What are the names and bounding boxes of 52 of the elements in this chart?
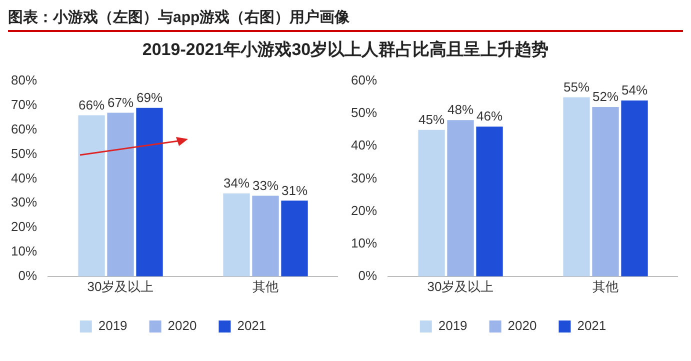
legend-label: 2021 — [237, 318, 266, 334]
y-tick-label: 80% — [10, 72, 38, 88]
data-label: 48% — [448, 102, 474, 118]
chart-subtitle: 2019-2021年小游戏30岁以上人群占比高且呈上升趋势 — [141, 39, 550, 61]
data-label: 54% — [621, 82, 648, 98]
y-tick-label: 60% — [10, 121, 38, 136]
legend-label: 2019 — [98, 318, 128, 334]
data-label: 69% — [136, 90, 163, 105]
bar — [592, 107, 619, 276]
data-label: 31% — [281, 182, 308, 198]
y-tick-label: 10% — [350, 235, 378, 250]
legend-label: 2020 — [508, 318, 537, 334]
data-label: 55% — [563, 79, 590, 94]
data-label: 52% — [592, 89, 619, 104]
x-tick-label: 30岁及以上 — [427, 278, 494, 294]
legend-label: 2021 — [577, 318, 606, 334]
bar — [447, 120, 474, 276]
bar — [418, 130, 445, 276]
y-tick-label: 30% — [10, 194, 38, 210]
bar — [78, 115, 105, 276]
data-label: 45% — [418, 112, 445, 127]
x-tick-label: 30岁及以上 — [87, 278, 154, 294]
y-tick-label: 0% — [358, 268, 378, 283]
y-tick-label: 40% — [350, 138, 378, 153]
y-tick-label: 60% — [350, 72, 378, 88]
x-tick-label: 其他 — [592, 278, 619, 294]
data-label: 33% — [252, 178, 279, 193]
y-tick-label: 50% — [10, 146, 38, 161]
y-tick-label: 40% — [10, 170, 38, 186]
y-tick-label: 70% — [10, 97, 38, 112]
x-tick-label: 其他 — [252, 278, 279, 294]
bar — [621, 100, 648, 276]
legend-label: 2020 — [168, 318, 197, 334]
y-tick-label: 20% — [10, 219, 38, 234]
y-tick-label: 50% — [350, 105, 378, 120]
data-label: 46% — [476, 108, 503, 124]
legend-label: 2019 — [438, 318, 468, 334]
bar — [223, 193, 250, 276]
bar — [252, 196, 279, 276]
y-tick-label: 30% — [350, 170, 378, 186]
y-tick-label: 20% — [350, 202, 378, 218]
y-tick-label: 10% — [10, 244, 38, 259]
y-tick-label: 0% — [18, 268, 38, 283]
chart-title: 图表：小游戏（左图）与app游戏（右图）用户画像 — [8, 8, 683, 32]
bar — [476, 126, 503, 276]
bar — [136, 108, 163, 276]
data-label: 66% — [78, 97, 105, 112]
bar — [281, 200, 308, 276]
data-label: 34% — [223, 175, 250, 190]
bar — [563, 97, 590, 276]
data-label: 67% — [108, 94, 134, 110]
bar — [107, 112, 134, 276]
